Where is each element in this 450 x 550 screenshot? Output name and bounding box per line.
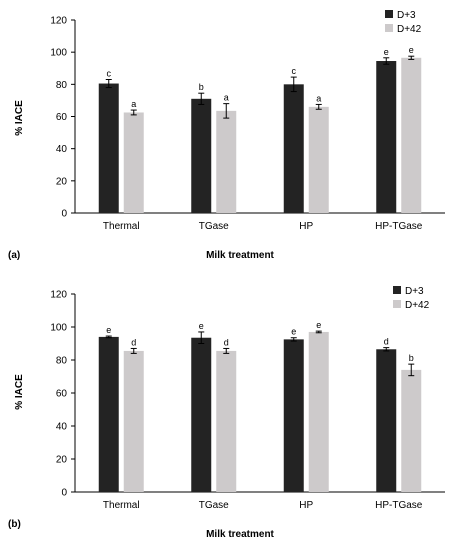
legend-label: D+3	[405, 286, 424, 297]
x-tick-label: TGase	[199, 221, 229, 232]
y-axis-label: % IACE	[14, 100, 25, 136]
bar-dplus42	[308, 106, 329, 213]
significance-letter: a	[316, 93, 321, 103]
y-tick-label: 120	[50, 16, 67, 27]
bars: c a b a c a e e	[98, 45, 422, 214]
x-axis-label: Milk treatment	[206, 529, 274, 540]
bar-dplus42	[401, 369, 422, 492]
bar-dplus42	[216, 110, 237, 213]
legend-swatch	[393, 300, 401, 308]
bar-dplus3	[191, 337, 212, 492]
legend: D+3 D+42	[385, 10, 422, 35]
significance-letter: d	[224, 337, 229, 347]
x-tick-label: HP-TGase	[375, 500, 423, 511]
chart-panel-b: % IACE Milk treatment (b) 0 20 40 60 80 100 12…	[8, 286, 445, 540]
legend-label: D+42	[397, 24, 422, 35]
chart-panel-a: % IACE Milk treatment (a) 0 20 40 60 80 100 12…	[8, 10, 445, 261]
y-tick-label: 80	[56, 80, 68, 91]
x-tick-label: HP-TGase	[375, 221, 423, 232]
legend-swatch	[385, 10, 393, 18]
significance-letter: d	[131, 337, 136, 347]
y-tick-label: 20	[56, 455, 68, 466]
y-tick-label: 40	[56, 144, 68, 155]
significance-letter: e	[409, 45, 414, 55]
bar-dplus3	[376, 349, 397, 492]
y-tick-label: 0	[61, 488, 67, 499]
y-tick-label: 40	[56, 422, 68, 433]
significance-letter: e	[384, 47, 389, 57]
x-axis-label: Milk treatment	[206, 250, 274, 261]
legend: D+3 D+42	[393, 286, 430, 311]
significance-letter: e	[316, 320, 321, 330]
legend-label: D+42	[405, 300, 430, 311]
y-tick-label: 0	[61, 209, 67, 220]
y-tick-label: 120	[50, 290, 67, 301]
y-tick-label: 60	[56, 112, 68, 123]
legend-swatch	[393, 286, 401, 294]
bar-dplus42	[216, 350, 237, 492]
bar-dplus3	[376, 61, 397, 214]
x-tick-labels: Thermal TGase HP HP-TGase	[103, 221, 423, 232]
bars: e d e d e e d b	[98, 320, 422, 492]
bar-dplus3	[98, 336, 119, 492]
significance-letter: e	[106, 325, 111, 335]
bar-dplus3	[98, 83, 119, 213]
significance-letter: a	[131, 99, 136, 109]
panel-label: (b)	[8, 519, 21, 530]
legend-label: D+3	[397, 10, 416, 21]
legend-swatch	[385, 24, 393, 32]
y-tick-label: 80	[56, 356, 68, 367]
bar-dplus42	[123, 112, 144, 213]
y-axis-label: % IACE	[14, 374, 25, 410]
bar-dplus3	[283, 339, 304, 492]
y-tick-label: 20	[56, 176, 68, 187]
bar-dplus3	[283, 84, 304, 213]
bar-dplus3	[191, 98, 212, 213]
significance-letter: b	[409, 353, 414, 363]
bar-dplus42	[308, 331, 329, 492]
significance-letter: d	[384, 337, 389, 347]
significance-letter: e	[291, 327, 296, 337]
x-tick-label: HP	[299, 500, 313, 511]
y-tick-label: 60	[56, 389, 68, 400]
x-tick-label: Thermal	[103, 221, 140, 232]
significance-letter: b	[199, 82, 204, 92]
panel-label: (a)	[8, 250, 20, 261]
x-tick-label: HP	[299, 221, 313, 232]
bar-dplus42	[123, 350, 144, 492]
y-tick-label: 100	[50, 48, 67, 59]
significance-letter: c	[292, 66, 297, 76]
x-tick-label: Thermal	[103, 500, 140, 511]
x-tick-labels: Thermal TGase HP HP-TGase	[103, 500, 423, 511]
y-tick-label: 100	[50, 323, 67, 334]
significance-letter: c	[107, 69, 112, 79]
bar-dplus42	[401, 57, 422, 213]
significance-letter: e	[199, 321, 204, 331]
x-tick-label: TGase	[199, 500, 229, 511]
significance-letter: a	[224, 93, 229, 103]
